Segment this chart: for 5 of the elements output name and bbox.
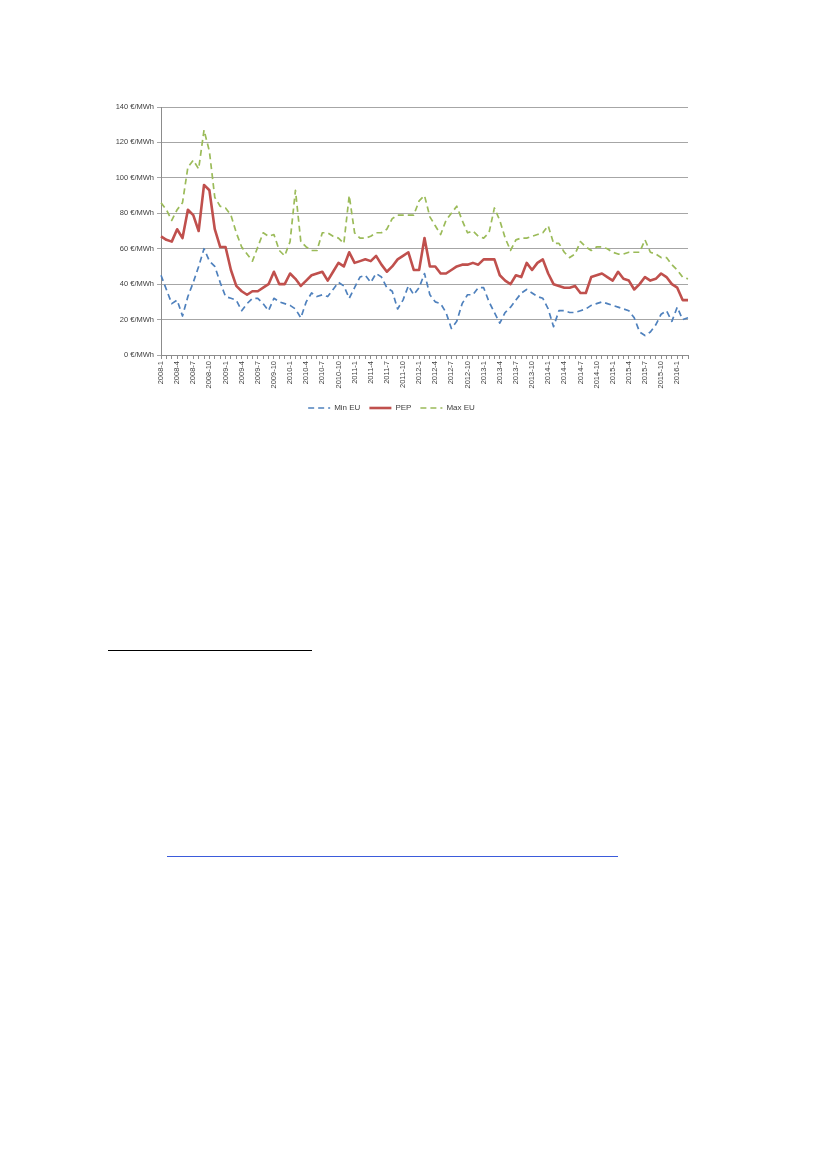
legend-label: Min EU <box>334 403 361 413</box>
legend-label: Max EU <box>446 403 476 413</box>
line-series <box>160 129 689 280</box>
legend-label: PEP <box>395 403 412 413</box>
line-series <box>160 247 689 337</box>
